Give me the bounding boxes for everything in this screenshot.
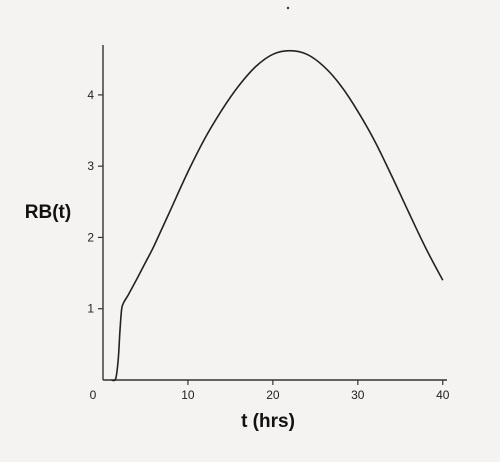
x-tick-label-10: 10 xyxy=(181,388,195,402)
x-tick-label-0: 0 xyxy=(90,388,97,402)
series-line-0 xyxy=(111,49,444,382)
tick-labels: 0 10 20 30 40 1 2 3 4 xyxy=(87,88,449,402)
axes xyxy=(102,45,447,381)
x-tick-label-20: 20 xyxy=(266,388,280,402)
x-tick-label-40: 40 xyxy=(436,388,450,402)
y-tick-label-1: 1 xyxy=(87,302,94,316)
y-axis-label: RB(t) xyxy=(25,202,71,223)
scan-speck xyxy=(286,6,290,10)
x-tick-label-30: 30 xyxy=(351,388,365,402)
y-tick-label-3: 3 xyxy=(87,159,94,173)
x-axis-label: t (hrs) xyxy=(241,411,295,432)
series-group xyxy=(111,49,444,382)
y-tick-label-2: 2 xyxy=(87,230,94,244)
y-tick-label-4: 4 xyxy=(87,88,94,102)
ticks xyxy=(98,94,444,385)
